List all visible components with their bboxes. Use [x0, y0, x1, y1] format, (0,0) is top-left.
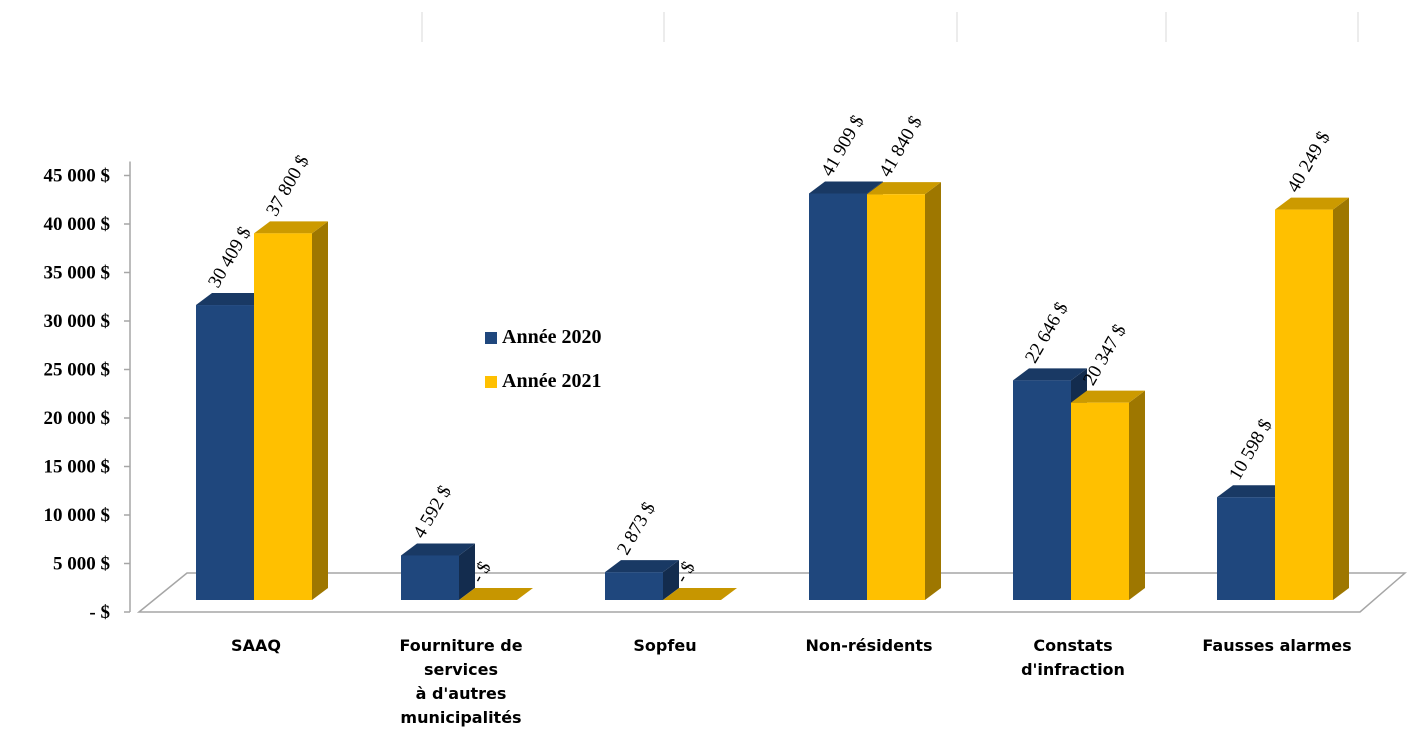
bar-front — [1013, 380, 1071, 600]
y-tick-label: 25 000 $ — [44, 360, 111, 381]
bar-zero — [459, 588, 533, 600]
bar-2021 — [1275, 197, 1349, 600]
legend-swatch — [485, 332, 497, 344]
bar-2021 — [254, 221, 328, 600]
bar-top — [196, 293, 270, 306]
category-label: services — [424, 660, 498, 679]
bar-side — [1129, 390, 1145, 600]
bar-front — [1217, 497, 1275, 600]
chart-floor — [136, 572, 1408, 613]
data-label: 37 800 $ — [262, 152, 313, 220]
bar-front — [605, 572, 663, 600]
bars — [196, 181, 1349, 601]
bar-side — [312, 221, 328, 600]
bar-top — [254, 221, 328, 234]
data-label: 41 909 $ — [817, 112, 868, 180]
y-tick-label: 20 000 $ — [44, 408, 111, 429]
bar-front — [401, 555, 459, 600]
category-label: à d'autres — [416, 684, 507, 703]
bar-side — [663, 560, 679, 600]
data-label: 22 646 $ — [1021, 299, 1072, 367]
bar-front — [1275, 209, 1333, 600]
category-label: d'infraction — [1021, 660, 1125, 679]
legend-label: Année 2020 — [502, 326, 601, 348]
bar-2021 — [663, 588, 737, 600]
bar-top — [1217, 485, 1291, 498]
y-tick-label: 30 000 $ — [44, 311, 111, 332]
category-labels: SAAQ Fourniture de services à d'autres munic… — [231, 636, 1352, 727]
bar-top — [605, 560, 679, 573]
y-tick-label: 35 000 $ — [44, 263, 111, 284]
bar-front — [809, 193, 867, 600]
bar-side — [459, 543, 475, 600]
bar-2020 — [401, 543, 475, 600]
bar-2020 — [1013, 368, 1087, 600]
data-label: 40 249 $ — [1283, 128, 1334, 196]
floor-plane — [136, 572, 1408, 613]
y-tick-label: 45 000 $ — [44, 166, 111, 187]
data-label: 4 592 $ — [409, 482, 456, 542]
data-label: 41 840 $ — [875, 113, 926, 181]
bar-top — [401, 543, 475, 556]
y-axis: - $ 5 000 $ 10 000 $ 15 000 $ 20 000 $ 25 000… — [44, 161, 131, 623]
bar-2021 — [1071, 390, 1145, 600]
bar-2021 — [459, 588, 533, 600]
category-label: municipalités — [400, 708, 521, 727]
bar-side — [925, 182, 941, 601]
y-tick-label: 5 000 $ — [53, 554, 110, 575]
category-label: SAAQ — [231, 636, 281, 655]
category-label: Fausses alarmes — [1202, 636, 1351, 655]
y-tick-label: 15 000 $ — [44, 457, 111, 478]
bar-top — [867, 182, 941, 195]
bar-top — [1275, 197, 1349, 210]
bar-front — [196, 305, 254, 600]
bar-2021 — [867, 182, 941, 601]
bar-zero — [663, 588, 737, 600]
y-tick-label: 10 000 $ — [44, 505, 111, 526]
category-label: Fourniture de — [399, 636, 522, 655]
y-tick-label: 40 000 $ — [44, 214, 111, 235]
bar-top — [1071, 390, 1145, 403]
bar-front — [1071, 402, 1129, 600]
top-divider-lines — [421, 12, 1359, 42]
y-tick-label: - $ — [89, 602, 110, 623]
bar-front — [254, 233, 312, 600]
data-label: 20 347 $ — [1079, 321, 1130, 389]
legend-swatch — [485, 376, 497, 388]
bar-top — [809, 181, 883, 194]
category-label: Non-résidents — [805, 636, 932, 655]
category-label: Sopfeu — [633, 636, 696, 655]
data-labels: 30 409 $37 800 $4 592 $- $2 873 $- $41 9… — [204, 112, 1334, 587]
data-label: 2 873 $ — [613, 499, 660, 559]
bar-front — [867, 194, 925, 601]
legend: Année 2020 Année 2021 — [485, 326, 601, 392]
legend-label: Année 2021 — [502, 370, 601, 392]
data-label: 30 409 $ — [204, 223, 255, 291]
bar-2020 — [605, 560, 679, 600]
bar-side — [1333, 197, 1349, 600]
category-label: Constats — [1033, 636, 1112, 655]
data-label: 10 598 $ — [1225, 416, 1276, 484]
bar-top — [1013, 368, 1087, 381]
